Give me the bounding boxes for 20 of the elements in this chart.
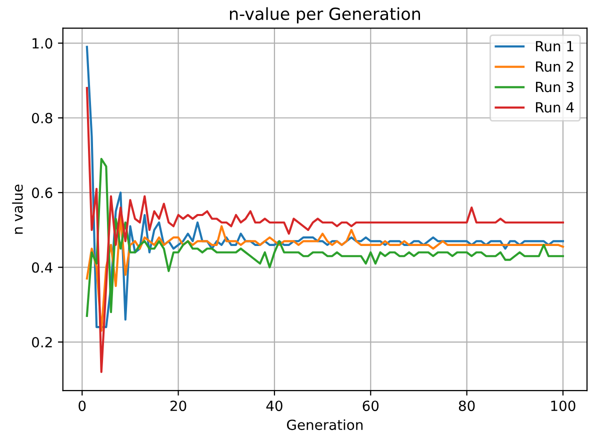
y-tick-label: 1.0 xyxy=(32,38,52,49)
x-axis-title: Generation xyxy=(286,419,363,430)
legend-label: Run 3 xyxy=(536,82,574,92)
x-tick-label: 80 xyxy=(458,400,475,412)
legend-label: Run 2 xyxy=(536,61,574,72)
x-tick-label: 60 xyxy=(362,400,379,412)
legend-label: Run 4 xyxy=(536,102,574,113)
line-series xyxy=(86,158,564,317)
y-tick-label: 0.2 xyxy=(32,337,52,348)
x-tick-label: 0 xyxy=(78,400,86,412)
x-tick-label: 20 xyxy=(170,400,186,412)
y-tick-label: 0.6 xyxy=(32,188,52,198)
chart-title: n-value per Generation xyxy=(230,7,420,24)
line-series xyxy=(86,214,564,332)
legend-label: Run 1 xyxy=(536,41,574,52)
x-tick-label: 100 xyxy=(551,400,576,412)
y-tick-label: 0.8 xyxy=(32,112,52,124)
y-axis-title: n value xyxy=(12,184,23,234)
x-tick-label: 40 xyxy=(266,400,282,412)
y-tick-label: 0.4 xyxy=(32,262,52,273)
